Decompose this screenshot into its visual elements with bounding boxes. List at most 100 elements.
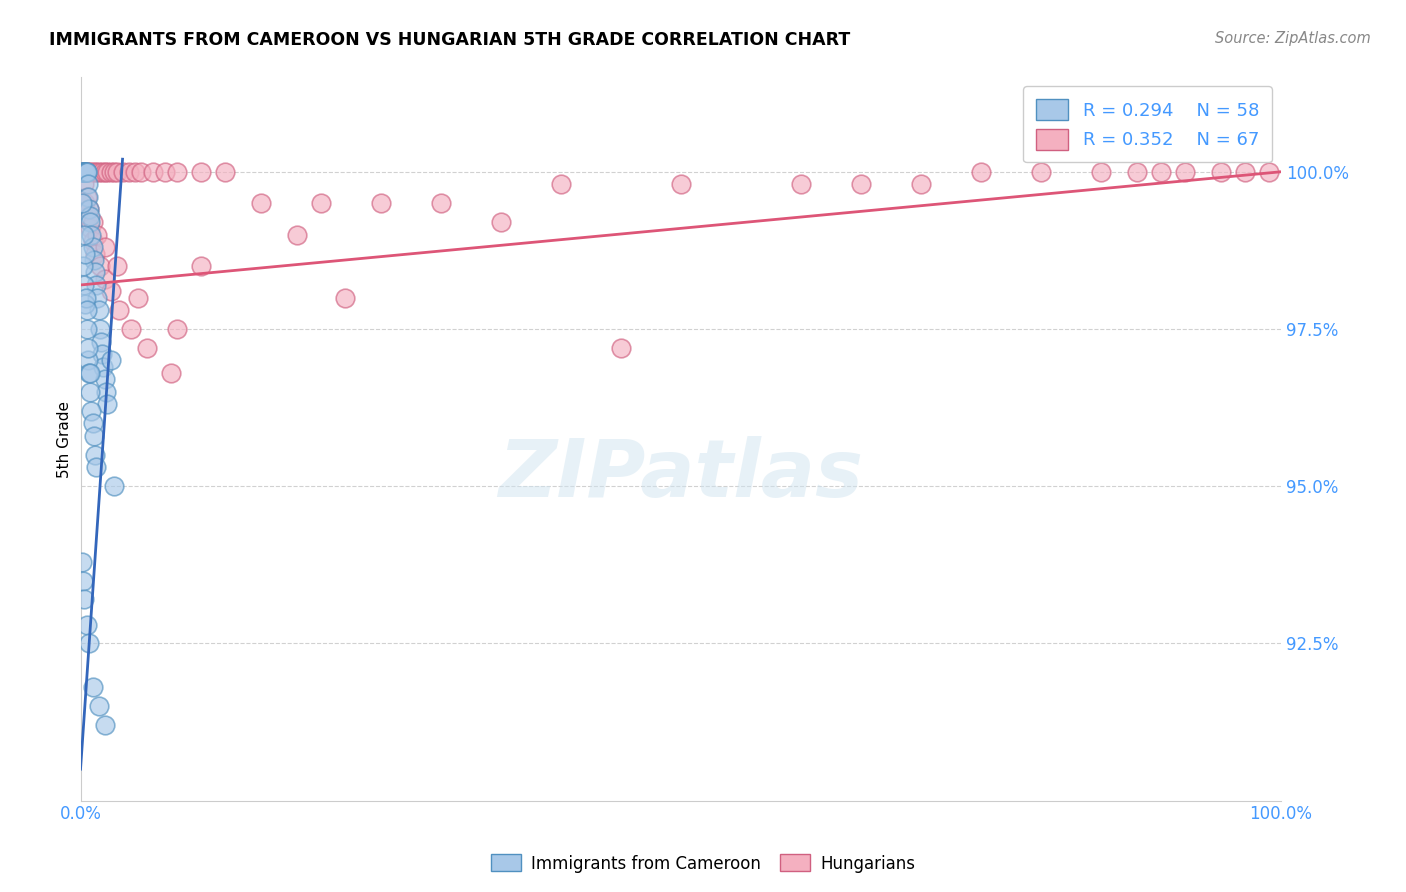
Point [86,227,108,242]
Point [103,479,125,493]
Point [94,384,117,399]
Point [91,359,114,374]
Point [83,429,105,443]
Point [80,227,103,242]
Point [91,165,114,179]
Point [80,403,103,417]
Point [73,592,96,607]
Point [82,240,104,254]
Point [77,190,100,204]
Point [77,366,100,380]
Point [73,277,96,292]
Point [76,165,98,179]
Point [84,460,107,475]
Point [1174,165,1197,179]
Text: IMMIGRANTS FROM CAMEROON VS HUNGARIAN 5TH GRADE CORRELATION CHART: IMMIGRANTS FROM CAMEROON VS HUNGARIAN 5T… [49,31,851,49]
Point [249,196,271,211]
Point [103,165,125,179]
Point [82,681,104,695]
Point [105,165,128,179]
Point [333,291,356,305]
Point [100,165,122,179]
Point [79,209,101,223]
Point [87,699,110,714]
Point [93,240,115,254]
Point [108,303,131,318]
Legend: R = 0.294    N = 58, R = 0.352    N = 67: R = 0.294 N = 58, R = 0.352 N = 67 [1024,87,1272,162]
Point [77,341,100,355]
Point [76,617,98,632]
Point [86,291,108,305]
Point [79,221,101,235]
Point [80,165,103,179]
Point [76,303,98,318]
Point [111,165,134,179]
Point [73,165,96,179]
Point [73,165,96,179]
Point [214,165,236,179]
Point [72,196,94,211]
Point [76,190,98,204]
Point [96,397,118,411]
Point [73,246,96,260]
Point [91,347,114,361]
Point [77,202,100,217]
Point [87,165,110,179]
Point [76,165,98,179]
Point [76,353,98,368]
Point [76,178,98,192]
Point [77,202,100,217]
Point [129,165,152,179]
Point [190,259,212,273]
Point [1090,165,1112,179]
Point [96,165,118,179]
Y-axis label: 5th Grade: 5th Grade [58,401,72,477]
Text: ZIPatlas: ZIPatlas [498,436,863,514]
Point [82,234,104,248]
Point [89,322,111,336]
Point [1258,165,1281,179]
Point [166,165,188,179]
Point [87,303,110,318]
Point [73,165,96,179]
Point [550,178,572,192]
Point [72,165,94,179]
Point [79,384,101,399]
Point [72,165,94,179]
Point [141,165,163,179]
Point [93,271,115,285]
Point [489,215,512,229]
Point [1209,165,1232,179]
Point [84,165,107,179]
Point [70,555,93,569]
Point [75,291,97,305]
Point [72,165,94,179]
Point [100,353,122,368]
Point [84,246,107,260]
Point [124,165,146,179]
Point [910,178,932,192]
Point [72,259,94,273]
Point [166,322,188,336]
Point [84,448,107,462]
Point [82,215,104,229]
Point [82,417,104,431]
Point [970,165,993,179]
Text: Source: ZipAtlas.com: Source: ZipAtlas.com [1215,31,1371,46]
Point [309,196,332,211]
Point [93,718,115,732]
Point [1233,165,1256,179]
Point [72,227,94,242]
Point [117,165,139,179]
Point [83,252,105,267]
Point [135,341,157,355]
Point [105,259,128,273]
Point [127,291,149,305]
Point [1029,165,1052,179]
Point [1150,165,1173,179]
Point [153,165,176,179]
Point [93,165,115,179]
Point [79,366,101,380]
Point [76,322,98,336]
Point [190,165,212,179]
